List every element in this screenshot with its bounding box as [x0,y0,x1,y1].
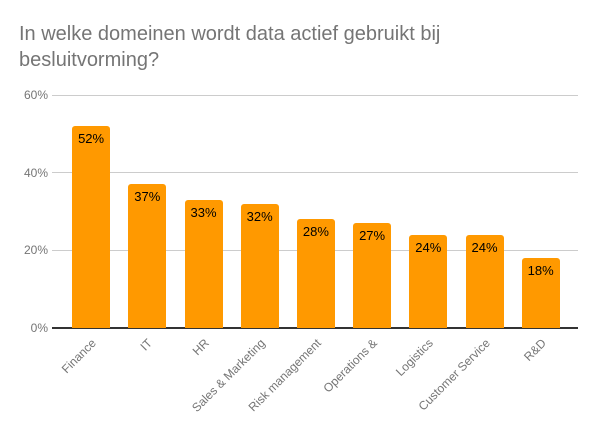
bar-customer-service: 24% [465,234,504,328]
bar-value-label-finance: 52% [78,131,105,146]
bar-hr: 33% [184,199,223,328]
bar-risk-management: 28% [296,219,335,328]
bar-value-label-operations: 27% [359,227,386,243]
bar-it: 37% [128,184,167,328]
x-tick-label-finance: Finance [58,336,100,377]
bar-r-d: 18% [521,257,560,328]
y-tick-label-0pct: 0% [30,320,48,335]
bar-value-label-customer-service: 24% [471,239,498,255]
bar-value-label-sales-marketing: 32% [246,208,273,224]
x-axis-line [52,326,578,329]
chart-title: In welke domeinen wordt data actief gebr… [19,23,441,71]
bar-value-label-it: 37% [134,189,161,205]
bar-value-label-r-d: 18% [527,262,554,278]
bar-logistics: 24% [409,234,448,328]
bar-value-label-risk-management: 28% [302,224,329,239]
bar-operations: 27% [353,222,392,328]
gridline-40pct [52,172,578,173]
bar-value-label-hr: 33% [190,204,217,220]
gridline-60pct [52,94,578,96]
bar-value-label-logistics: 24% [415,239,442,255]
y-tick-label-20pct: 20% [23,243,48,257]
y-tick-label-60pct: 60% [23,88,48,102]
bar-sales-marketing: 32% [240,203,279,328]
bar-finance: 52% [72,126,111,328]
y-tick-label-40pct: 40% [23,165,48,180]
